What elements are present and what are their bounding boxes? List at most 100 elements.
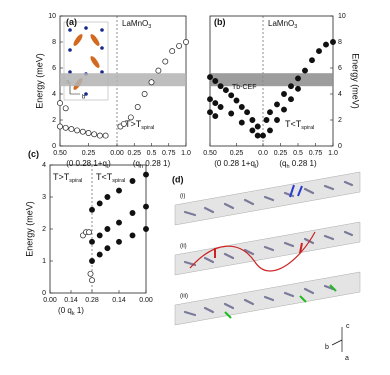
data-point	[316, 48, 322, 55]
data-point	[244, 109, 251, 116]
x-tick-label: 0.75	[162, 150, 176, 157]
x-axis-label-part: l	[107, 164, 108, 170]
data-point	[212, 113, 219, 120]
y-tick-label: 10	[48, 13, 56, 20]
y-tick-label: 0	[338, 143, 342, 150]
data-point	[228, 110, 235, 117]
data-point	[281, 91, 287, 97]
data-point	[89, 277, 95, 284]
annotation: T<Tspiral	[285, 119, 314, 131]
annotation-part: (b)	[214, 17, 226, 27]
data-point	[96, 132, 103, 139]
data-point	[127, 114, 134, 121]
y-tick-label: 0	[52, 143, 56, 150]
data-point	[238, 119, 245, 126]
data-point	[68, 126, 75, 133]
annotation-part: T<T	[96, 172, 113, 182]
data-point	[148, 79, 155, 86]
data-point	[86, 229, 92, 236]
x-axis-label-part: )	[108, 159, 111, 168]
data-point	[143, 203, 149, 210]
y-tick-label: 4	[42, 162, 46, 169]
x-tick-label: 0.00	[110, 150, 124, 157]
data-point	[85, 130, 92, 136]
data-point	[263, 117, 270, 123]
x-axis-label: (0 0.28 1+ql)	[66, 159, 111, 170]
y-tick-label: 4	[338, 91, 342, 98]
x-tick-label: 0.50	[203, 150, 217, 157]
annotation-part: spiral	[69, 178, 82, 184]
annotation-part: spiral	[112, 178, 125, 184]
y-tick-label: 4	[52, 91, 56, 98]
data-point	[89, 238, 95, 245]
data-point	[267, 127, 273, 134]
data-point	[129, 178, 136, 184]
x-tick-label: 0.75	[309, 150, 323, 157]
annotation: T<Tspiral	[96, 172, 125, 184]
x-axis-label-part: (0 0.28 1+q	[214, 159, 255, 168]
data-point	[143, 226, 149, 232]
data-point	[233, 97, 240, 104]
y-tick-label: 10	[338, 13, 346, 20]
data-point	[87, 270, 94, 277]
data-point	[116, 219, 122, 226]
x-axis-label-part: (0 0.28 1+q	[66, 159, 107, 168]
annotation: T>Tspiral	[125, 119, 154, 131]
data-point	[96, 251, 103, 258]
data-point	[62, 105, 69, 112]
data-point	[96, 200, 103, 207]
x-axis-label: (0 0.28 1+ql)	[214, 159, 259, 170]
x-axis-label-part: h	[140, 164, 143, 170]
data-point	[288, 83, 294, 90]
annotation: Tb-CEF	[232, 84, 257, 91]
y-tick-label: 2	[52, 117, 56, 124]
spin-diagram	[174, 171, 361, 352]
data-point	[162, 58, 169, 65]
x-axis-label: (0 qk 1)	[58, 306, 84, 317]
data-point	[120, 120, 127, 127]
data-point	[155, 67, 162, 74]
data-point	[238, 104, 245, 110]
x-tick-label: 0.5	[293, 150, 303, 157]
y-tick-label: 8	[338, 39, 342, 46]
axis-label: a	[345, 355, 349, 362]
annotation-part: T<T	[285, 119, 302, 129]
annotation-part: Tb-CEF	[232, 84, 257, 91]
data-point	[249, 127, 256, 134]
data-point	[102, 132, 109, 139]
data-point	[207, 109, 213, 116]
x-tick-label: 0.14	[112, 297, 126, 304]
x-axis-label-part: )	[256, 159, 259, 168]
annotation: LaMnO3	[122, 19, 151, 30]
annotation: LaMnO3	[268, 19, 297, 30]
data-point	[91, 131, 98, 138]
data-point	[295, 85, 301, 92]
x-axis-label-part: k	[72, 311, 75, 317]
row-label: (iii)	[180, 294, 188, 300]
data-point	[228, 92, 235, 99]
annotation-part: 3	[294, 24, 297, 30]
x-tick-label: 0.28	[85, 297, 99, 304]
data-point	[212, 100, 219, 107]
x-axis-label-part: 0.28 1)	[143, 159, 170, 168]
annotation: (b)	[214, 17, 226, 27]
data-point	[323, 41, 329, 48]
data-point	[89, 258, 95, 264]
data-point	[212, 78, 219, 84]
data-point	[129, 232, 136, 239]
x-tick-label: 0.0	[258, 150, 268, 157]
annotation-part: 3	[148, 24, 151, 30]
data-point	[79, 128, 86, 135]
band	[210, 73, 263, 87]
data-point	[62, 124, 69, 131]
data-point	[176, 42, 183, 49]
data-point	[260, 132, 266, 139]
data-point	[104, 194, 111, 200]
x-tick-label: 0.25	[230, 150, 244, 157]
annotation-part: LaMnO	[122, 19, 148, 28]
x-axis-label: (qh 0.28 1)	[133, 159, 171, 170]
data-point	[134, 104, 141, 110]
x-tick-label: 1.0	[181, 150, 191, 157]
data-point	[267, 109, 273, 116]
y-tick-label: 6	[52, 65, 56, 72]
